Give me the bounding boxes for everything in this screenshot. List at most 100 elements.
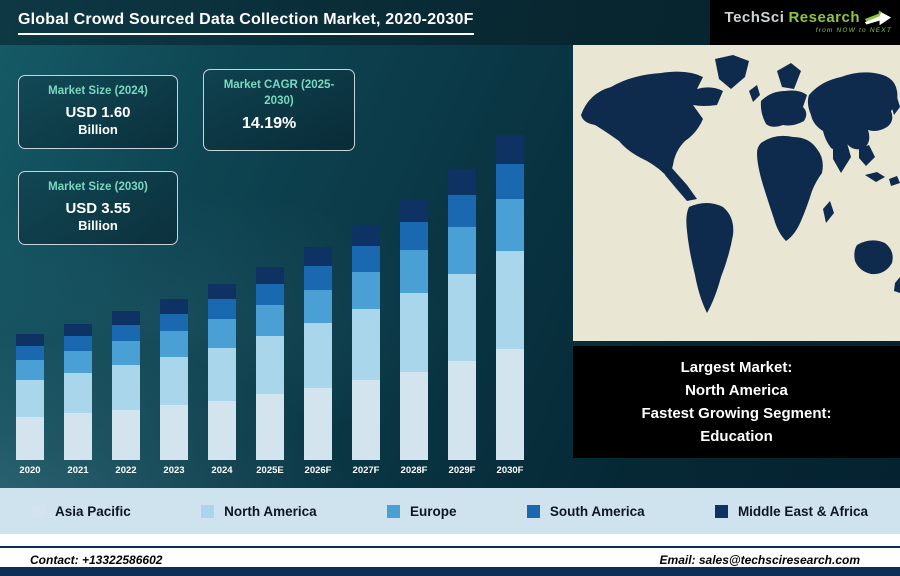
- bar-segment-asia-pacific: [64, 413, 92, 460]
- bar-segment-middle-east-africa: [112, 311, 140, 325]
- legend-swatch: [386, 504, 400, 518]
- legend-swatch: [201, 504, 215, 518]
- highlight-line: Fastest Growing Segment:: [641, 405, 832, 422]
- bar-stack: [304, 246, 332, 460]
- contact-phone: Contact: +13322586602: [30, 553, 163, 567]
- continent-south-america: [686, 203, 734, 313]
- bar-segment-north-america: [16, 379, 44, 418]
- logo-brand-techsci: TechSci: [724, 9, 785, 26]
- bar-column: 2021: [64, 323, 92, 476]
- region-central-america: [665, 167, 697, 201]
- continent-north-america: [581, 71, 723, 179]
- market-highlight-box: Largest Market: North America Fastest Gr…: [573, 346, 900, 458]
- bar-segment-north-america: [64, 372, 92, 414]
- stat-label: Market Size (2024): [48, 85, 148, 97]
- bar-segment-asia-pacific: [208, 400, 236, 460]
- stat-card-market-size-2024: Market Size (2024) USD 1.60 Billion: [18, 75, 178, 149]
- bar-segment-europe: [64, 351, 92, 373]
- map-continents: [581, 55, 900, 313]
- bar-segment-asia-pacific: [160, 404, 188, 460]
- bar-chart: 2020 2021 2022 2023 2024 2025E 2026F 2027F 2028F…: [16, 135, 546, 476]
- bar-segment-europe: [496, 199, 524, 252]
- header: Global Crowd Sourced Data Collection Mar…: [0, 0, 900, 45]
- highlight-line: Education: [700, 428, 773, 446]
- footer-divider: [0, 546, 900, 548]
- bar-stack: [448, 168, 476, 460]
- region-new-zealand: [894, 277, 900, 293]
- continent-australia: [854, 240, 893, 275]
- bar-segment-south-america: [304, 266, 332, 290]
- legend-label: Asia Pacific: [55, 503, 131, 519]
- bar-column: 2028F: [400, 198, 428, 476]
- bar-column: 2024: [208, 284, 236, 476]
- bar-column: 2023: [160, 299, 188, 476]
- bar-segment-south-america: [208, 299, 236, 320]
- bar-segment-europe: [304, 289, 332, 324]
- x-axis-label: 2022: [115, 465, 137, 476]
- bar-segment-middle-east-africa: [496, 135, 524, 164]
- bar-segment-asia-pacific: [448, 360, 476, 460]
- logo-tagline: from NOW to NEXT: [815, 27, 892, 34]
- bar-segment-europe: [160, 331, 188, 357]
- bar-column: 2025E: [256, 267, 284, 476]
- region-southeast-asia: [859, 145, 875, 166]
- bar-segment-south-america: [448, 195, 476, 227]
- legend-item: North America: [201, 504, 317, 519]
- bar-column: 2029F: [448, 168, 476, 476]
- bar-segment-asia-pacific: [496, 349, 524, 460]
- bar-segment-europe: [208, 319, 236, 348]
- x-axis-label: 2025E: [256, 465, 284, 476]
- bar-segment-europe: [448, 226, 476, 274]
- x-axis-label: 2030F: [496, 465, 524, 476]
- bar-stack: [64, 323, 92, 460]
- stat-card-market-cagr: Market CAGR (2025-2030) 14.19%: [203, 69, 355, 151]
- bar-segment-middle-east-africa: [16, 334, 44, 347]
- bar-segment-middle-east-africa: [448, 168, 476, 196]
- x-axis-label: 2028F: [400, 465, 428, 476]
- bar-segment-south-america: [160, 314, 188, 332]
- x-axis-label: 2027F: [352, 465, 380, 476]
- stat-card-market-size-2030: Market Size (2030) USD 3.55 Billion: [18, 171, 178, 245]
- bar-segment-asia-pacific: [400, 371, 428, 460]
- legend-item: Asia Pacific: [32, 504, 131, 519]
- techsci-logo: TechSci Research from NOW to NEXT: [710, 0, 900, 45]
- region-uk: [749, 85, 760, 102]
- bar-stack: [208, 284, 236, 460]
- region-japan: [891, 97, 900, 115]
- bar-segment-north-america: [304, 323, 332, 388]
- stat-label: Market CAGR (2025-2030): [223, 79, 335, 107]
- stat-unit: Billion: [78, 121, 118, 137]
- bar-segment-europe: [16, 359, 44, 380]
- bar-column: 2020: [16, 334, 44, 476]
- legend-item: Europe: [386, 503, 457, 519]
- continent-asia: [807, 72, 898, 151]
- x-axis-label: 2029F: [448, 465, 476, 476]
- bar-segment-asia-pacific: [304, 387, 332, 460]
- bar-stack: [160, 299, 188, 460]
- bar-segment-south-america: [256, 284, 284, 306]
- legend-label: South America: [549, 503, 645, 519]
- legend-label: Europe: [409, 503, 457, 519]
- bar-segment-north-america: [112, 365, 140, 410]
- bar-stack: [496, 135, 524, 460]
- bar-stack: [352, 225, 380, 460]
- bar-segment-north-america: [256, 336, 284, 395]
- region-scandinavia: [777, 63, 801, 89]
- bar-stack: [112, 311, 140, 460]
- footer-row: Contact: +13322586602 Email: sales@techs…: [0, 548, 900, 567]
- region-india: [833, 143, 851, 173]
- bar-segment-middle-east-africa: [304, 246, 332, 267]
- legend-item: Middle East & Africa: [714, 503, 868, 519]
- stat-unit: Billion: [78, 217, 118, 233]
- bar-segment-south-america: [400, 221, 428, 251]
- legend-item: South America: [526, 503, 645, 519]
- chart-panel: Market Size (2024) USD 1.60 Billion Mark…: [0, 45, 900, 488]
- bar-segment-south-america: [352, 245, 380, 272]
- x-axis-label: 2020: [19, 465, 41, 476]
- x-axis-label: 2024: [211, 465, 233, 476]
- legend-label: Middle East & Africa: [737, 503, 868, 519]
- footer-bottom-bar: [0, 567, 900, 576]
- world-map-svg: [573, 45, 900, 341]
- bar-segment-asia-pacific: [16, 417, 44, 460]
- bar-segment-asia-pacific: [256, 394, 284, 460]
